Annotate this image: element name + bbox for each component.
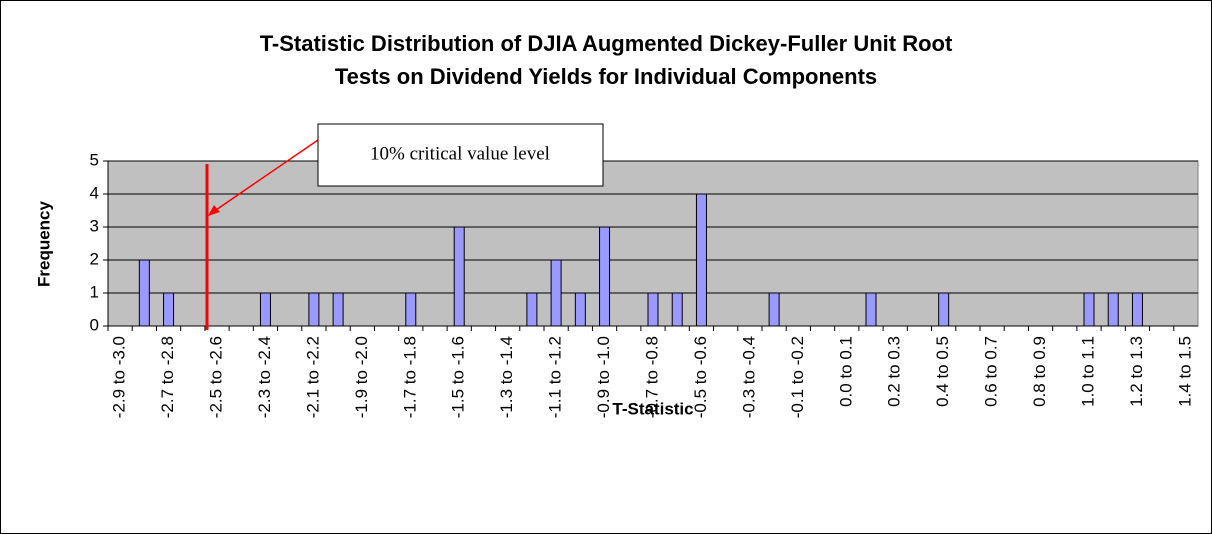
x-tick-label: -2.1 to -2.2 — [303, 336, 322, 418]
y-tick-label: 5 — [90, 150, 99, 169]
x-tick-label: -1.5 to -1.6 — [449, 336, 468, 418]
bar — [550, 259, 562, 327]
chart-title-line-1: T-Statistic Distribution of DJIA Augment… — [260, 31, 953, 56]
y-axis-title: Frequency — [34, 200, 53, 287]
annotation-arrow — [212, 139, 319, 213]
bar — [259, 292, 271, 327]
x-tick-label: -1.7 to -1.8 — [400, 336, 419, 418]
x-tick-label: 0.8 to 0.9 — [1030, 336, 1049, 407]
x-tick-label: -1.9 to -2.0 — [352, 336, 371, 418]
bar — [526, 292, 538, 327]
x-tick-label: 0.0 to 0.1 — [836, 336, 855, 407]
bar — [938, 292, 950, 327]
bar — [574, 292, 586, 327]
chart-title-line-2: Tests on Dividend Yields for Individual … — [335, 64, 877, 89]
bar — [865, 292, 877, 327]
bar — [138, 259, 150, 327]
x-tick-label: -0.3 to -0.4 — [739, 336, 758, 418]
bar — [163, 292, 175, 327]
x-tick-label: -0.9 to -1.0 — [594, 336, 613, 418]
x-tick-label: 1.0 to 1.1 — [1078, 336, 1097, 407]
x-axis-title: T-Statistic — [612, 399, 693, 418]
x-tick-label: -0.5 to -0.6 — [691, 336, 710, 418]
x-tick-label: -2.5 to -2.6 — [206, 336, 225, 418]
x-tick-label: -0.7 to -0.8 — [642, 336, 661, 418]
y-tick-label: 0 — [90, 315, 99, 334]
x-tick-label: -1.1 to -1.2 — [546, 336, 565, 418]
bar — [1083, 292, 1095, 327]
x-tick-label: -2.7 to -2.8 — [158, 336, 177, 418]
y-tick-label: 3 — [90, 216, 99, 235]
y-tick-label: 1 — [90, 282, 99, 301]
bar — [695, 193, 707, 327]
x-tick-label: -2.9 to -3.0 — [110, 336, 129, 418]
x-tick-label: -1.3 to -1.4 — [497, 336, 516, 418]
x-tick-label: -0.1 to -0.2 — [788, 336, 807, 418]
bar — [768, 292, 780, 327]
annotation-box — [317, 123, 604, 187]
bar — [1131, 292, 1143, 327]
bar — [647, 292, 659, 327]
plot-layer: 0 1 2 3 4 5 -2.9 to -3.0 -2.7 to -2.8 -2.5 to -2… — [90, 150, 1198, 418]
y-tick-label: 2 — [90, 249, 99, 268]
bar — [453, 226, 465, 327]
x-tick-label: 0.2 to 0.3 — [885, 336, 904, 407]
x-tick-label: 0.6 to 0.7 — [982, 336, 1001, 407]
bar — [599, 226, 611, 327]
bar — [1107, 292, 1119, 327]
bar — [332, 292, 344, 327]
arrow-head — [208, 205, 220, 216]
x-tick-label: 1.4 to 1.5 — [1175, 336, 1194, 407]
annotation-text: 10% critical value level — [370, 143, 550, 164]
bar — [308, 292, 320, 327]
y-tick-label: 4 — [90, 183, 99, 202]
x-tick-label: 0.4 to 0.5 — [933, 336, 952, 407]
x-tick-label: -2.3 to -2.4 — [255, 336, 274, 418]
bar — [671, 292, 683, 327]
x-tick-label: 1.2 to 1.3 — [1127, 336, 1146, 407]
bar — [405, 292, 417, 327]
